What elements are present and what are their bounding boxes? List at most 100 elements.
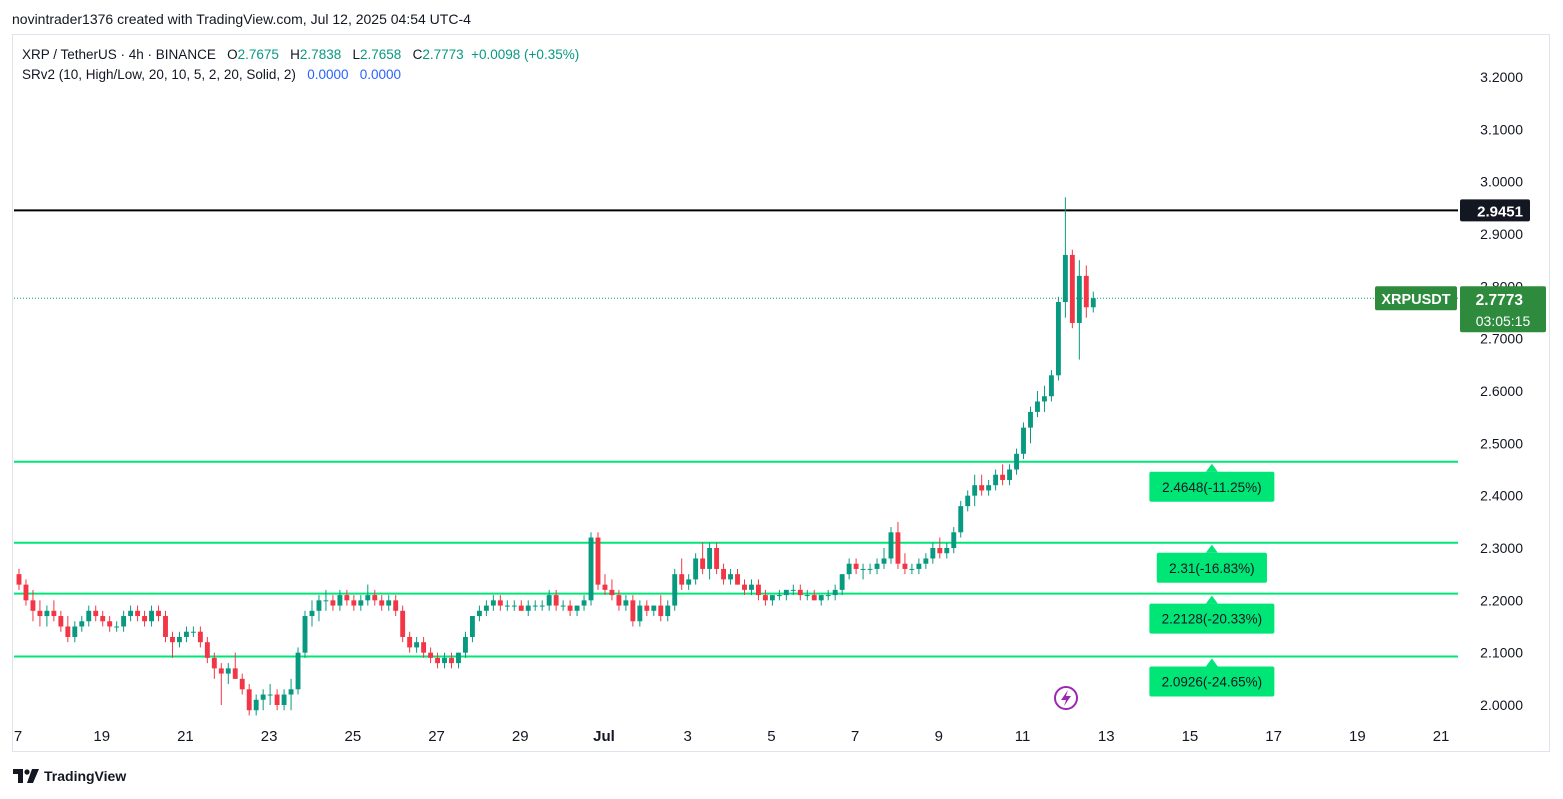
candle-body xyxy=(421,642,427,653)
candle-body xyxy=(1048,375,1054,397)
close-value: 2.7773 xyxy=(422,47,464,62)
candle-body xyxy=(539,605,545,607)
candle-body xyxy=(86,610,92,622)
candle-body xyxy=(832,589,838,596)
candle-body xyxy=(428,652,434,658)
y-tick-label: 2.9000 xyxy=(1480,226,1523,242)
candle-body xyxy=(79,621,85,627)
candle-body xyxy=(546,595,552,606)
candle-body xyxy=(567,605,573,611)
candle-body xyxy=(344,595,350,601)
candle-body xyxy=(532,605,538,607)
candle-body xyxy=(553,595,559,606)
y-tick-label: 2.7000 xyxy=(1480,331,1523,347)
candle-body xyxy=(309,610,315,617)
flash-icon[interactable] xyxy=(1054,686,1078,710)
candle-body xyxy=(393,600,399,611)
candle-body xyxy=(100,616,106,622)
support-label-text: 2.31(-16.83%) xyxy=(1169,561,1255,576)
x-tick-label: 25 xyxy=(344,728,361,745)
x-tick-label: 15 xyxy=(1182,728,1199,745)
candle-body xyxy=(979,485,985,491)
candle-body xyxy=(358,600,364,606)
candle-body xyxy=(51,610,57,617)
candle-body xyxy=(1042,396,1047,402)
candle-body xyxy=(518,605,524,611)
symbol-label[interactable]: XRP / TetherUS · 4h · BINANCE xyxy=(22,47,216,62)
symbol-tag-text: XRPUSDT xyxy=(1381,292,1450,308)
candle-body xyxy=(400,610,406,637)
candle-body xyxy=(909,568,915,570)
candle-body xyxy=(379,600,385,606)
price-tag-text: 2.7773 xyxy=(1476,292,1524,309)
candle-body xyxy=(1055,302,1061,376)
y-tick-label: 3.1000 xyxy=(1480,121,1523,137)
candle-body xyxy=(595,537,601,585)
candle-body xyxy=(588,537,594,601)
support-label-pointer xyxy=(1205,658,1218,667)
x-tick-label: 13 xyxy=(1098,728,1115,745)
candle-body xyxy=(225,668,231,674)
candle-body xyxy=(72,626,78,637)
resistance-tag xyxy=(1460,199,1530,222)
candle-body xyxy=(735,574,740,585)
candle-body xyxy=(888,532,894,559)
candle-body xyxy=(665,605,671,617)
support-label-text: 2.2128(-20.33%) xyxy=(1162,612,1263,627)
x-tick-label: 11 xyxy=(1015,728,1031,745)
candle-body xyxy=(435,657,440,664)
candle-body xyxy=(170,636,175,643)
candle-body xyxy=(860,568,866,570)
chart-frame xyxy=(12,34,1550,752)
candle-body xyxy=(365,595,371,601)
candle-body xyxy=(211,657,217,669)
candle-body xyxy=(351,600,357,606)
candle-body xyxy=(476,610,482,617)
indicator-label[interactable]: SRv2 (10, High/Low, 20, 10, 5, 2, 20, So… xyxy=(22,67,296,82)
candle-body xyxy=(783,589,789,596)
ohlc-legend-row: XRP / TetherUS · 4h · BINANCE O2.7675 H2… xyxy=(22,45,579,65)
candle-body xyxy=(469,616,475,637)
candle-body xyxy=(937,548,943,554)
candle-body xyxy=(295,652,301,690)
tradingview-brand[interactable]: TradingView xyxy=(13,768,126,784)
indicator-value-1: 0.0000 xyxy=(307,67,349,82)
y-tick-label: 2.6000 xyxy=(1480,383,1523,399)
candle-body xyxy=(449,657,454,664)
candle-body xyxy=(1021,427,1026,454)
candle-body xyxy=(330,600,336,606)
candle-body xyxy=(37,610,43,617)
candle-body xyxy=(790,589,796,591)
candle-body xyxy=(958,506,964,533)
candle-body xyxy=(1000,474,1006,480)
candle-body xyxy=(407,636,413,648)
y-tick-label: 3.2000 xyxy=(1480,69,1523,85)
y-tick-label: 2.5000 xyxy=(1480,435,1523,451)
candle-body xyxy=(560,605,566,607)
x-tick-label: Jul xyxy=(593,728,615,745)
resistance-tag-text: 2.9451 xyxy=(1477,203,1523,220)
change-value: +0.0098 (+0.35%) xyxy=(471,47,580,62)
candle-body xyxy=(846,563,852,575)
y-tick-label: 2.3000 xyxy=(1480,540,1523,556)
candle-body xyxy=(776,595,782,597)
y-tick-label: 2.2000 xyxy=(1480,592,1523,608)
candle-body xyxy=(128,610,134,617)
candle-body xyxy=(1069,254,1075,323)
candle-body xyxy=(923,558,929,564)
candle-body xyxy=(142,616,148,622)
x-tick-label: 19 xyxy=(93,728,110,745)
brand-label: TradingView xyxy=(44,768,127,784)
candle-body xyxy=(121,616,127,627)
candle-body xyxy=(218,668,224,674)
support-label-pointer xyxy=(1205,463,1218,472)
open-value: 2.7675 xyxy=(237,47,279,62)
y-tick-label: 2.4000 xyxy=(1480,488,1523,504)
y-tick-label: 2.1000 xyxy=(1480,645,1523,661)
horizontal-lines xyxy=(14,209,1460,658)
candle-body xyxy=(874,563,880,569)
candle-body xyxy=(504,605,510,607)
candle-body xyxy=(714,548,720,569)
candle-body xyxy=(797,589,803,596)
